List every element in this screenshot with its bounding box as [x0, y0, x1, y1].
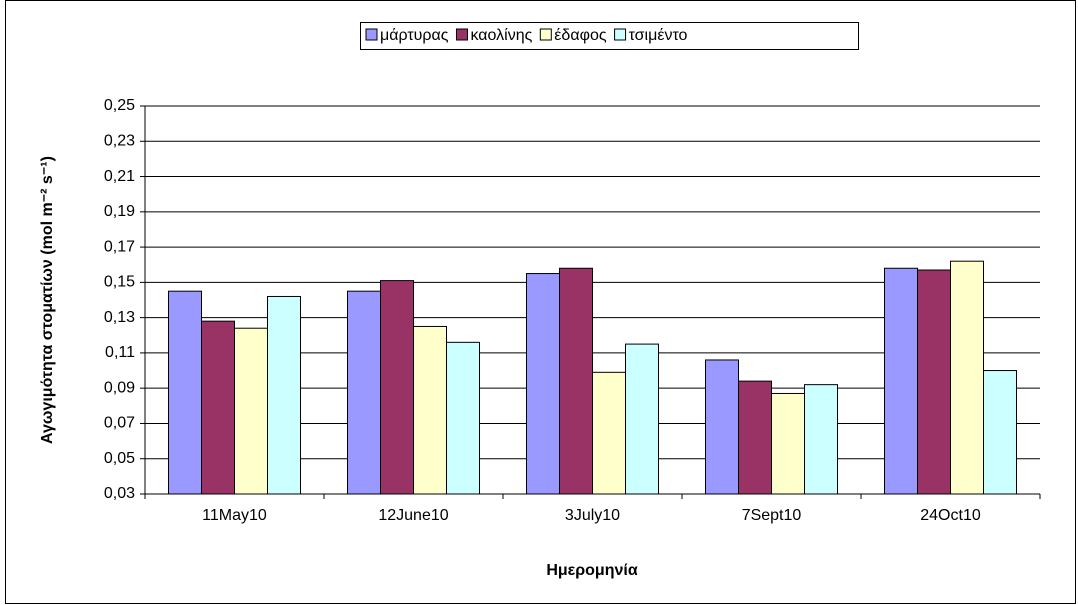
legend-box: [360, 22, 859, 50]
legend-label: καολίνης: [470, 27, 532, 44]
y-tick-label: 0,17: [104, 238, 135, 255]
bar: [559, 267, 593, 495]
x-tick-label: 12June10: [378, 507, 448, 524]
bar: [625, 343, 659, 495]
bar: [917, 269, 951, 495]
y-tick-label: 0,21: [104, 168, 135, 185]
y-tick-label: 0,25: [104, 97, 135, 114]
bar: [884, 267, 918, 495]
x-axis-label: Ημερομηνία: [546, 562, 638, 579]
bar: [950, 260, 984, 495]
legend-label: τσιμέντο: [629, 27, 688, 44]
legend-swatch: [614, 28, 627, 41]
y-tick-label: 0,15: [104, 274, 135, 291]
legend-swatch: [365, 28, 378, 41]
bar: [705, 359, 739, 495]
bar: [267, 295, 301, 495]
bar: [234, 327, 268, 495]
bar: [526, 273, 560, 495]
bar: [201, 320, 235, 495]
y-tick-label: 0,03: [104, 485, 135, 502]
y-axis-label: Αγωγιμότητα στοματίων (mol m⁻² s⁻¹): [39, 156, 56, 444]
x-tick-label: 24Oct10: [920, 507, 981, 524]
legend-swatch: [539, 28, 552, 41]
bar: [738, 380, 772, 495]
legend-label: έδαφος: [554, 27, 607, 44]
y-tick-label: 0,13: [104, 309, 135, 326]
x-tick-label: 7Sept10: [742, 507, 802, 524]
x-tick-label: 3July10: [565, 507, 620, 524]
y-tick-label: 0,07: [104, 415, 135, 432]
y-tick-label: 0,05: [104, 450, 135, 467]
bar: [380, 280, 414, 495]
bar: [446, 341, 480, 495]
bar: [771, 392, 805, 495]
bar: [983, 370, 1017, 495]
y-tick-label: 0,19: [104, 203, 135, 220]
y-tick-label: 0,23: [104, 132, 135, 149]
bar: [592, 371, 626, 495]
y-tick-label: 0,11: [105, 344, 135, 361]
legend-swatch: [455, 28, 468, 41]
bar: [168, 290, 202, 495]
x-tick-label: 11May10: [202, 507, 267, 524]
bar: [804, 384, 838, 495]
bar: [413, 325, 447, 495]
bar: [347, 290, 381, 495]
legend-label: μάρτυρας: [380, 27, 449, 44]
y-tick-label: 0,09: [104, 379, 135, 396]
